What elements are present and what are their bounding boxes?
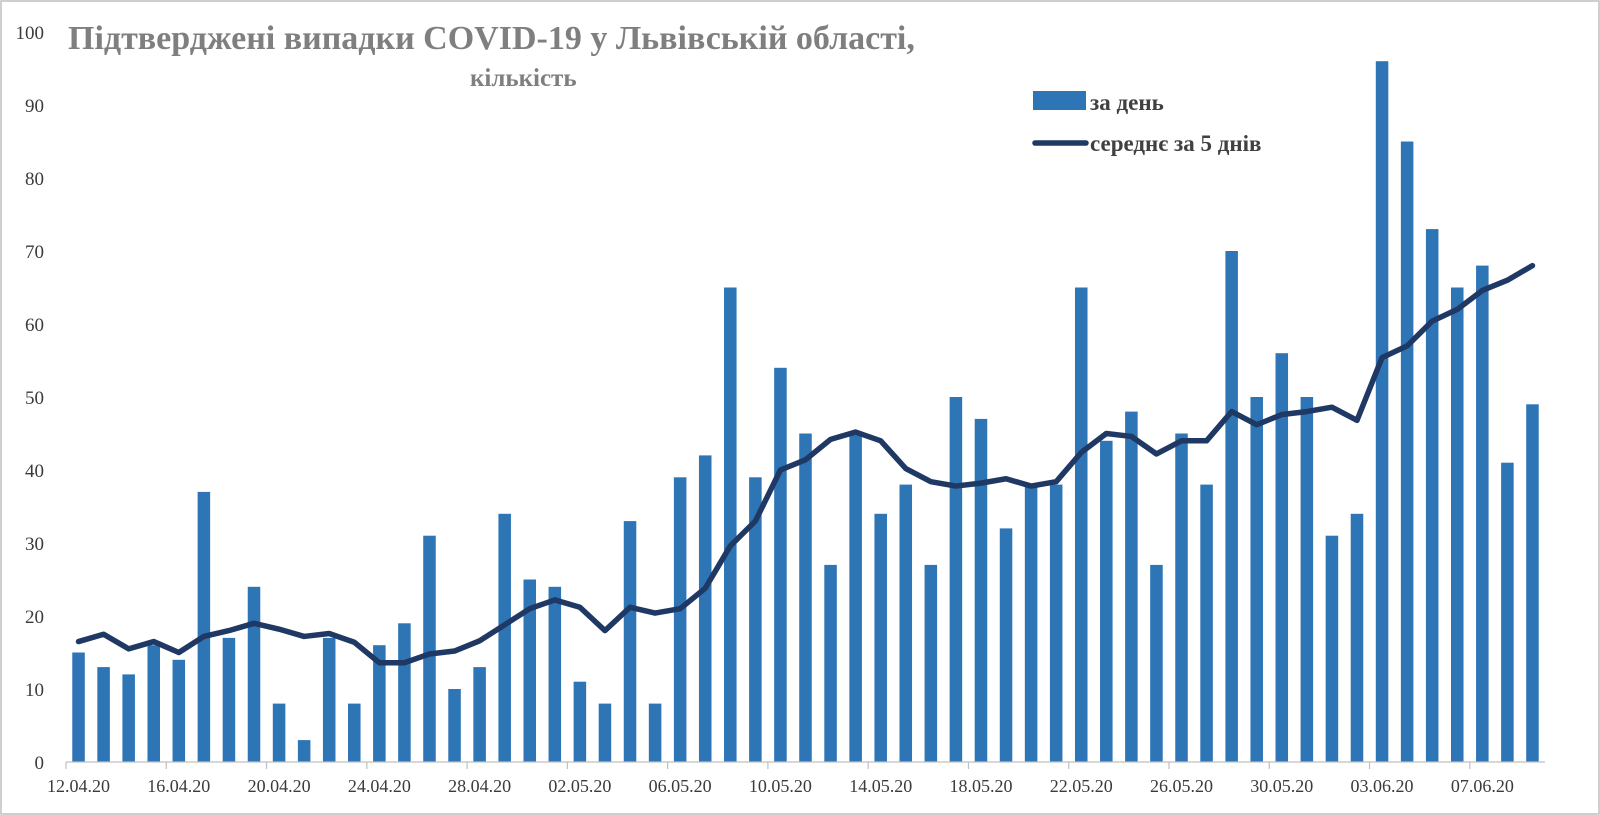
bar-daily-23 <box>648 703 662 762</box>
y-tick-label: 30 <box>25 534 44 555</box>
y-tick-label: 100 <box>16 23 45 44</box>
bar-daily-50 <box>1325 535 1339 762</box>
bar-daily-10 <box>322 637 336 762</box>
bar-daily-18 <box>523 579 537 762</box>
bar-daily-22 <box>623 521 637 762</box>
x-tick-label: 16.04.20 <box>147 776 210 796</box>
x-tick-label: 20.04.20 <box>248 776 311 796</box>
bar-daily-21 <box>598 703 612 762</box>
y-tick-label: 20 <box>25 607 44 628</box>
y-tick-label: 80 <box>25 169 44 190</box>
bar-daily-48 <box>1275 353 1289 762</box>
x-tick-label: 18.05.20 <box>949 776 1012 796</box>
bar-daily-44 <box>1175 433 1188 762</box>
bar-daily-55 <box>1451 287 1464 762</box>
x-tick-label: 06.05.20 <box>649 776 712 796</box>
x-tick-label: 28.04.20 <box>448 776 511 796</box>
bar-daily-26 <box>724 287 737 762</box>
bar-daily-53 <box>1400 141 1414 762</box>
bar-daily-17 <box>498 513 511 762</box>
bar-daily-1 <box>97 667 110 762</box>
bar-daily-6 <box>222 637 236 762</box>
bar-daily-11 <box>348 703 361 762</box>
bar-daily-58 <box>1526 404 1539 762</box>
bar-daily-0 <box>72 652 85 762</box>
bar-daily-40 <box>1074 287 1088 762</box>
bar-daily-54 <box>1425 229 1439 763</box>
legend-label-average: середнє за 5 днів <box>1090 131 1261 156</box>
bar-daily-7 <box>247 586 261 762</box>
bar-daily-39 <box>1049 484 1063 762</box>
chart-subtitle: кількість <box>470 65 577 92</box>
bar-daily-12 <box>373 645 386 762</box>
bar-daily-32 <box>874 513 887 762</box>
bar-daily-19 <box>548 586 562 762</box>
bar-daily-14 <box>423 535 436 762</box>
y-tick-label: 10 <box>25 680 44 701</box>
bar-daily-4 <box>172 659 186 762</box>
x-tick-label: 10.05.20 <box>749 776 812 796</box>
bar-daily-35 <box>949 397 963 762</box>
x-tick-label: 03.06.20 <box>1351 776 1414 796</box>
bar-daily-37 <box>999 528 1013 762</box>
y-tick-label: 50 <box>25 388 44 409</box>
bar-daily-57 <box>1501 462 1514 762</box>
bar-daily-47 <box>1250 397 1263 762</box>
x-tick-label: 24.04.20 <box>348 776 411 796</box>
bar-daily-45 <box>1200 484 1213 762</box>
y-tick-label: 0 <box>35 753 45 774</box>
x-tick-label: 07.06.20 <box>1451 776 1514 796</box>
bar-daily-8 <box>272 703 286 762</box>
bar-daily-28 <box>774 367 787 762</box>
bar-daily-3 <box>147 645 160 762</box>
y-tick-label: 70 <box>25 242 44 263</box>
bar-daily-42 <box>1125 411 1138 762</box>
bar-daily-46 <box>1225 251 1238 762</box>
y-tick-label: 60 <box>25 315 44 336</box>
bar-daily-52 <box>1375 61 1389 762</box>
bar-daily-5 <box>197 491 211 762</box>
bar-daily-29 <box>799 433 812 762</box>
bar-series <box>72 61 1539 763</box>
bar-daily-51 <box>1350 513 1364 762</box>
y-axis-ticks: 0 10 20 30 40 50 60 70 80 90 100 <box>16 23 45 774</box>
bar-daily-27 <box>749 477 762 762</box>
bar-daily-24 <box>673 477 687 762</box>
legend-swatch-bar <box>1033 91 1086 110</box>
bar-daily-43 <box>1150 564 1163 762</box>
series-line-5-day-average <box>75 262 1536 666</box>
bar-daily-20 <box>573 681 587 762</box>
bar-daily-16 <box>473 667 486 762</box>
x-tick-label: 30.05.20 <box>1250 776 1313 796</box>
x-tick-label: 02.05.20 <box>548 776 611 796</box>
bar-daily-38 <box>1024 484 1038 762</box>
chart-title: Підтверджені випадки COVID-19 у Львівськ… <box>68 20 915 57</box>
y-tick-label: 40 <box>25 461 44 482</box>
bar-daily-30 <box>824 564 837 762</box>
legend-label-daily: за день <box>1090 90 1164 115</box>
x-axis-ticks: 12.04.20 16.04.20 20.04.20 24.04.20 28.04.20… <box>47 762 1514 796</box>
bar-daily-15 <box>448 689 461 762</box>
bar-daily-13 <box>398 623 411 762</box>
x-tick-label: 14.05.20 <box>849 776 912 796</box>
bar-daily-31 <box>849 433 862 762</box>
bar-daily-9 <box>297 740 311 762</box>
bar-daily-41 <box>1100 440 1113 762</box>
y-tick-label: 90 <box>25 96 44 117</box>
legend: за день середнє за 5 днів <box>1032 90 1261 156</box>
bar-daily-2 <box>122 674 135 762</box>
x-tick-label: 26.05.20 <box>1150 776 1213 796</box>
bar-daily-25 <box>698 455 712 762</box>
bar-daily-56 <box>1476 265 1489 762</box>
x-tick-label: 22.05.20 <box>1050 776 1113 796</box>
bar-daily-34 <box>924 564 938 762</box>
bar-daily-49 <box>1300 397 1314 762</box>
bar-daily-36 <box>974 418 988 762</box>
x-tick-label: 12.04.20 <box>47 776 110 796</box>
bar-daily-33 <box>899 484 913 762</box>
